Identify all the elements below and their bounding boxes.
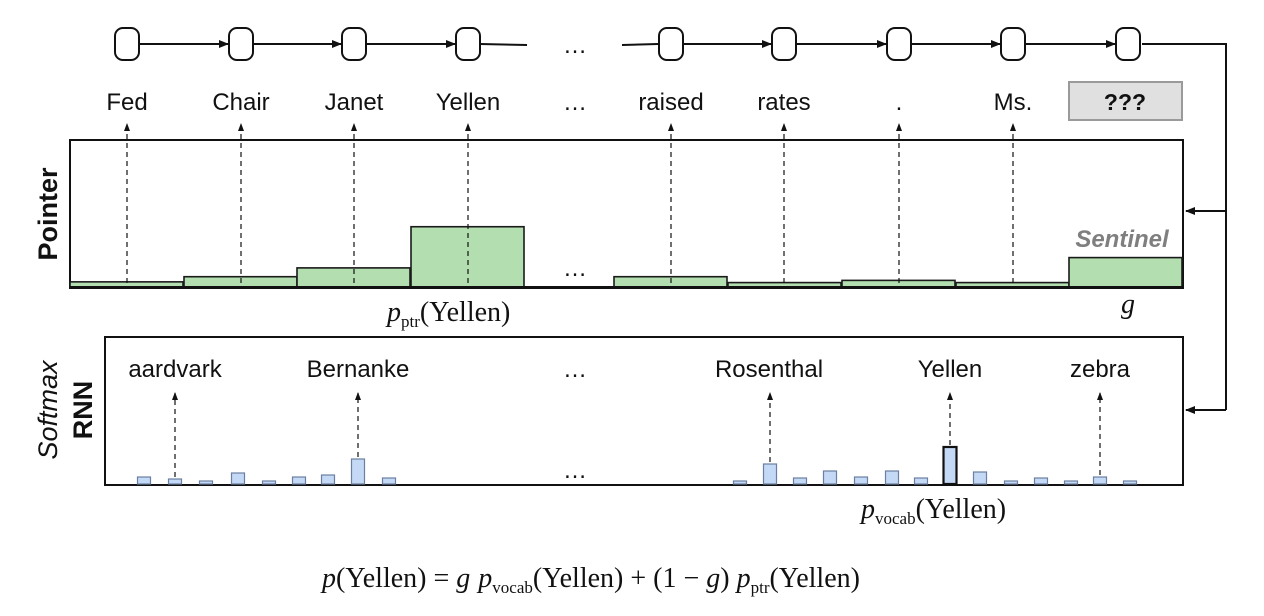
token-row: Fed Chair Janet Yellen … raised rates. Ms. [106,89,1032,116]
token-label: Chair [212,89,269,116]
eq-sub1: vocab [492,578,533,597]
softmax-bar [261,480,277,485]
vocab-word-label: Yellen [918,356,983,383]
rnn-cell [228,27,254,61]
sentinel-label: Sentinel [1075,226,1170,253]
softmax-bar [1122,480,1138,485]
softmax-bar [1063,480,1079,485]
query-box: ??? [1068,81,1183,121]
pointer-bar [1068,256,1183,288]
rnn-cell [114,27,140,61]
eq-g1: g [456,563,470,594]
softmax-bar [913,477,929,485]
softmax-bar [972,471,988,485]
softmax-bar [822,470,838,485]
softmax-panel: aardvark Bernanke… Rosenthal Yellen zebra … … [33,336,1184,486]
softmax-bar [1092,476,1108,485]
p-ptr-sub: ptr [401,312,420,331]
softmax-bar [942,445,958,486]
token-label: . [896,89,903,116]
rnn-connection-stub [479,43,528,46]
softmax-bars [136,445,1138,486]
softmax-words: aardvark Bernanke … Rosenthal Yellen zebra [128,356,1130,383]
token-label: … [563,89,587,116]
rnn-cell [771,27,797,61]
vocab-word-label: zebra [1070,356,1131,383]
pointer-section-label: Pointer [33,167,63,261]
softmax-bar [291,476,307,485]
softmax-bar [884,470,900,485]
token-label: Yellen [436,89,501,116]
p-ptr-p: p [385,297,401,328]
pointer-ellipsis: … [563,255,587,282]
rnn-cell [886,27,912,61]
softmax-bar [198,480,214,485]
vocab-word-label: … [563,356,587,383]
p-ptr-annotation: pptr(Yellen) [385,297,510,331]
eq-arg2: (Yellen) [769,563,859,594]
softmax-bar [792,477,808,485]
p-vocab-annotation: pvocab(Yellen) [859,494,1006,528]
softmax-bar [350,458,366,485]
vocab-word-label: aardvark [128,356,222,383]
gate-label: g [1121,289,1135,320]
query-box-rect [1068,81,1183,121]
softmax-bar [762,463,778,485]
vocab-word-label: Bernanke [307,356,410,383]
eq-arg1: (Yellen) + (1 − [533,563,706,594]
query-label: ??? [1104,89,1146,115]
softmax-section-label: Softmax [33,359,63,460]
p-ptr-arg: (Yellen) [420,297,510,328]
pointer-panel: … Sentinel Pointer [33,123,1184,289]
softmax-bar [230,472,246,485]
token-label: rates [757,89,810,116]
softmax-arrows [172,392,1103,477]
rnn-cell [1000,27,1026,61]
softmax-bar [853,476,869,485]
softmax-bar [381,477,397,485]
rnn-connection-stub [621,43,659,46]
softmax-bar [320,474,336,485]
eq-close2: ) [720,563,736,594]
softmax-ellipsis: … [563,457,587,484]
token-label: raised [638,89,703,116]
token-label: Fed [106,89,147,116]
eq-sub2: ptr [751,578,770,597]
mixture-equation: p(Yellen) = g pvocab(Yellen) + (1 − g) pp… [320,563,860,597]
token-label: Janet [325,89,384,116]
softmax-bar [167,478,183,485]
eq-g2: g [706,563,720,594]
eq-lhs-p: p [320,563,336,594]
rnn-cell [455,27,481,61]
rnn-cell [1115,27,1141,61]
feedback-arrows [1142,43,1227,414]
rnn-ellipsis: … [563,32,587,59]
softmax-bar [1003,480,1019,485]
pointer-panel-frame [69,139,1184,289]
eq-p2: p [735,563,751,594]
p-vocab-p: p [859,494,875,525]
pointer-bars [69,225,1183,288]
rnn-cell [341,27,367,61]
softmax-panel-frame [104,336,1184,486]
token-label: Ms. [994,89,1033,116]
p-vocab-sub: vocab [875,509,916,528]
softmax-bar [1033,477,1049,485]
feedback-line [1142,43,1227,410]
softmax-bar [136,476,152,485]
p-vocab-arg: (Yellen) [916,494,1006,525]
eq-p1: p [476,563,492,594]
rnn-section-label: RNN [68,381,98,440]
rnn-cell [658,27,684,61]
softmax-bar [732,480,748,485]
vocab-word-label: Rosenthal [715,356,823,383]
eq-lhs-arg: (Yellen) = [336,563,456,594]
rnn-chain: … [114,27,1141,61]
